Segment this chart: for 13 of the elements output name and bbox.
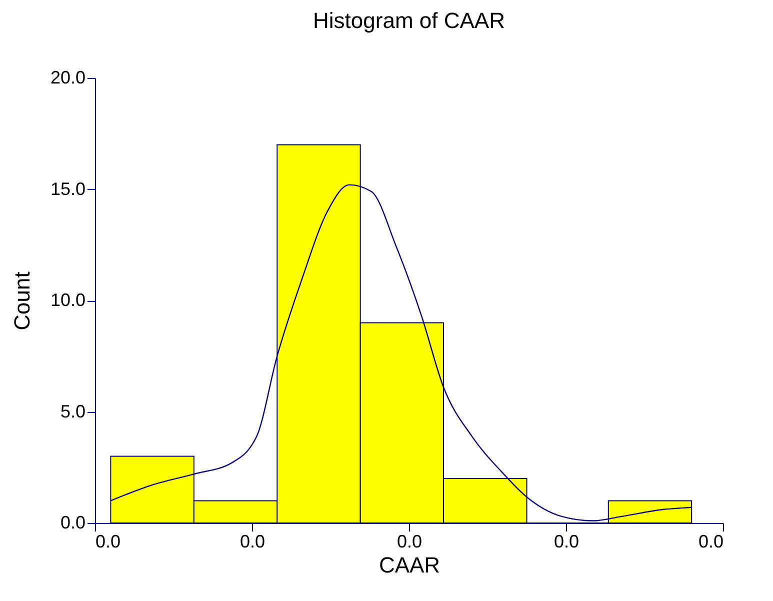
x-tick-label: 0.0 (554, 532, 580, 552)
y-tick-label: 0.0 (60, 512, 86, 532)
x-axis-title: CAAR (378, 552, 440, 578)
x-tick-label: 0.0 (240, 532, 266, 552)
y-axis-title: Count (9, 272, 34, 330)
x-tick-label: 0.0 (698, 532, 724, 552)
y-tick-label: 10.0 (50, 290, 86, 310)
y-tick-label: 5.0 (60, 401, 86, 422)
x-tick-label: 0.0 (396, 532, 422, 552)
x-tick-label: 0.0 (96, 532, 121, 552)
y-tick-label: 15.0 (50, 178, 86, 199)
y-tick-label: 20.0 (50, 68, 86, 88)
chart-title: Histogram of CAAR (313, 8, 505, 33)
